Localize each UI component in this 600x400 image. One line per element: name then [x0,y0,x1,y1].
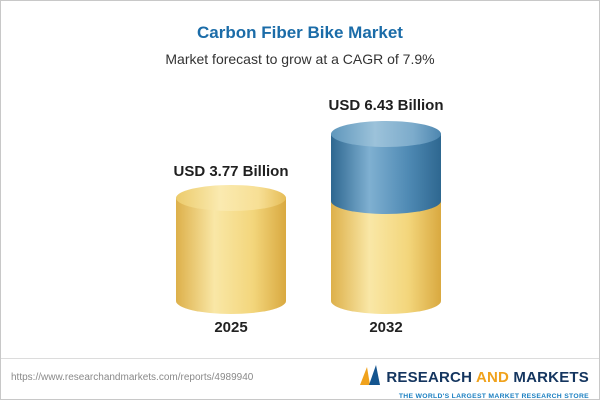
logo-word-research: RESEARCH [386,369,473,386]
report-url[interactable]: https://www.researchandmarkets.com/repor… [11,372,254,383]
bar-2032-top-cap [331,121,441,147]
logo-word-and: AND [475,369,510,386]
bar-2025-body [176,198,286,301]
researchandmarkets-logo[interactable]: RESEARCH AND MARKETS THE WORLD'S LARGEST… [359,364,589,400]
x-label-2025: 2025 [214,319,248,336]
logo-wordmark: RESEARCH AND MARKETS [386,369,589,386]
logo-mark-icon [359,364,381,391]
logo-word-markets: MARKETS [513,369,589,386]
footer-bar: https://www.researchandmarkets.com/repor… [1,358,599,399]
bar-value-label-2032: USD 6.43 Billion [328,97,444,114]
bar-value-label-2025: USD 3.77 Billion [173,163,289,180]
chart-title: Carbon Fiber Bike Market [197,23,403,42]
logo-tagline: THE WORLD'S LARGEST MARKET RESEARCH STOR… [398,393,589,400]
bar-2025-top-cap [176,185,286,211]
x-label-2032: 2032 [369,319,403,336]
bar-2032-base-segment [331,201,441,301]
chart-subtitle: Market forecast to grow at a CAGR of 7.9… [165,51,435,67]
